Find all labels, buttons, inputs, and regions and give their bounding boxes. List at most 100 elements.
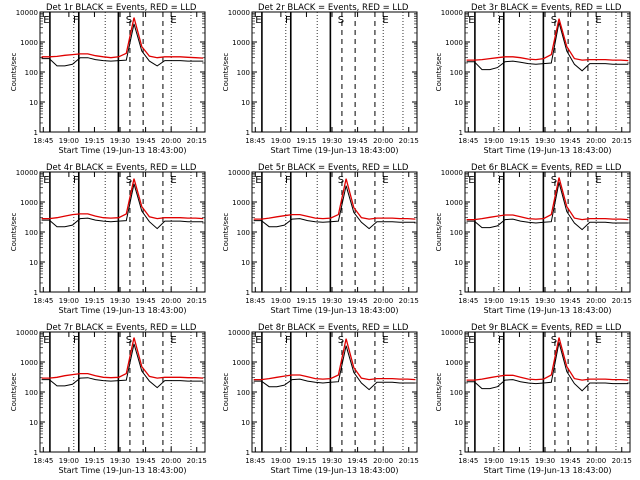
plot-title: Det 2r BLACK = Events, RED = LLD <box>258 3 409 13</box>
x-axis-label: Start Time (19-Jun-13 18:43:00) <box>271 306 399 315</box>
x-tick-label: 19:45 <box>348 457 368 465</box>
x-tick-label: 18:45 <box>245 137 265 145</box>
y-axis-label: Counts/sec <box>435 53 443 92</box>
x-tick-label: 19:45 <box>561 297 581 305</box>
interval-marker-label: E <box>255 15 261 26</box>
interval-marker-label: F <box>285 175 291 186</box>
y-tick-label: 10000 <box>228 169 250 177</box>
series-line-lld <box>253 338 416 381</box>
y-tick-label: 100 <box>25 229 38 237</box>
x-tick-label: 18:45 <box>245 297 265 305</box>
plot-title: Det 7r BLACK = Events, RED = LLD <box>46 323 197 333</box>
y-tick-label: 1 <box>459 129 463 137</box>
series-line-lld <box>466 337 629 381</box>
y-axis-label: Counts/sec <box>435 373 443 412</box>
x-tick-label: 18:45 <box>458 457 478 465</box>
series-line-events <box>466 22 629 72</box>
plot-frame <box>39 331 206 453</box>
x-axis-label: Start Time (19-Jun-13 18:43:00) <box>59 146 187 155</box>
x-tick-label: 18:45 <box>458 297 478 305</box>
y-tick-label: 100 <box>237 69 250 77</box>
x-tick-label: 20:00 <box>586 137 606 145</box>
x-tick-label: 19:45 <box>561 457 581 465</box>
interval-marker-label: E <box>595 335 601 346</box>
x-tick-label: 19:45 <box>136 457 156 465</box>
y-tick-label: 10000 <box>441 329 463 337</box>
y-tick-label: 10 <box>29 259 38 267</box>
plot-frame <box>39 11 206 133</box>
y-tick-label: 1000 <box>20 359 38 367</box>
y-tick-label: 1 <box>34 289 38 297</box>
x-axis-label: Start Time (19-Jun-13 18:43:00) <box>271 146 399 155</box>
y-tick-label: 1 <box>246 289 250 297</box>
y-tick-label: 1 <box>246 449 250 457</box>
y-tick-label: 100 <box>237 229 250 237</box>
x-tick-label: 19:00 <box>271 457 291 465</box>
detector-panel: E F S E 1 10 100 1000 10000 18:45 19:00 19:15 19:30 1… <box>435 3 632 155</box>
x-axis-label: Start Time (19-Jun-13 18:43:00) <box>59 306 187 315</box>
x-tick-label: 19:45 <box>136 137 156 145</box>
x-axis-label: Start Time (19-Jun-13 18:43:00) <box>484 306 612 315</box>
x-tick-label: 19:00 <box>271 137 291 145</box>
y-tick-label: 1000 <box>445 199 463 207</box>
interval-marker-label: F <box>498 335 504 346</box>
x-tick-label: 19:00 <box>59 457 79 465</box>
x-tick-label: 20:15 <box>399 457 419 465</box>
y-tick-label: 100 <box>25 69 38 77</box>
y-tick-label: 1 <box>34 449 38 457</box>
detector-panel: E F S E 1 10 100 1000 10000 18:45 19:00 19:15 19:30 1… <box>10 3 207 155</box>
x-tick-label: 19:30 <box>322 137 342 145</box>
y-tick-label: 1000 <box>445 359 463 367</box>
x-tick-label: 19:00 <box>59 137 79 145</box>
interval-marker-label: S <box>551 15 557 26</box>
x-tick-label: 19:30 <box>110 297 130 305</box>
plot-frame <box>464 171 631 293</box>
plot-title: Det 1r BLACK = Events, RED = LLD <box>46 3 197 13</box>
plot-title: Det 3r BLACK = Events, RED = LLD <box>471 3 622 13</box>
x-tick-label: 19:45 <box>348 297 368 305</box>
interval-marker-label: E <box>468 175 474 186</box>
interval-marker-label: E <box>595 175 601 186</box>
interval-marker-label: S <box>551 335 557 346</box>
x-tick-label: 19:45 <box>136 297 156 305</box>
y-axis-label: Counts/sec <box>435 213 443 252</box>
y-tick-label: 10 <box>454 419 463 427</box>
x-tick-label: 19:15 <box>509 297 529 305</box>
detector-panel: E F S E 1 10 100 1000 10000 18:45 19:00 19:15 19:30 1… <box>222 323 419 475</box>
interval-marker-label: E <box>255 175 261 186</box>
y-tick-label: 1 <box>459 449 463 457</box>
x-tick-label: 19:30 <box>110 457 130 465</box>
interval-marker-label: E <box>43 175 49 186</box>
y-tick-label: 10000 <box>441 169 463 177</box>
x-tick-label: 19:15 <box>509 457 529 465</box>
x-tick-label: 20:15 <box>187 297 207 305</box>
interval-marker-label: F <box>498 15 504 26</box>
y-tick-label: 1000 <box>232 199 250 207</box>
y-tick-label: 1000 <box>232 39 250 47</box>
y-tick-label: 100 <box>450 389 463 397</box>
y-tick-label: 1 <box>246 129 250 137</box>
series-line-events <box>466 342 629 392</box>
interval-marker-label: F <box>73 175 79 186</box>
x-tick-label: 19:00 <box>484 457 504 465</box>
x-tick-label: 19:30 <box>110 137 130 145</box>
x-axis-label: Start Time (19-Jun-13 18:43:00) <box>484 466 612 475</box>
y-tick-label: 10000 <box>228 9 250 17</box>
detector-panel: E F S E 1 10 100 1000 10000 18:45 19:00 19:15 19:30 1… <box>222 3 419 155</box>
x-tick-label: 20:15 <box>612 457 632 465</box>
x-tick-label: 20:00 <box>373 297 393 305</box>
interval-marker-label: E <box>468 15 474 26</box>
x-tick-label: 19:00 <box>271 297 291 305</box>
x-tick-label: 19:30 <box>322 457 342 465</box>
interval-marker-label: E <box>43 15 49 26</box>
series-line-lld <box>466 18 629 62</box>
series-line-lld <box>253 178 416 220</box>
y-tick-label: 10 <box>241 259 250 267</box>
x-tick-label: 19:00 <box>484 137 504 145</box>
interval-marker-label: S <box>338 175 344 186</box>
y-tick-label: 10000 <box>441 9 463 17</box>
x-tick-label: 20:15 <box>399 137 419 145</box>
y-tick-label: 100 <box>450 69 463 77</box>
interval-marker-label: F <box>73 335 79 346</box>
x-axis-label: Start Time (19-Jun-13 18:43:00) <box>271 466 399 475</box>
